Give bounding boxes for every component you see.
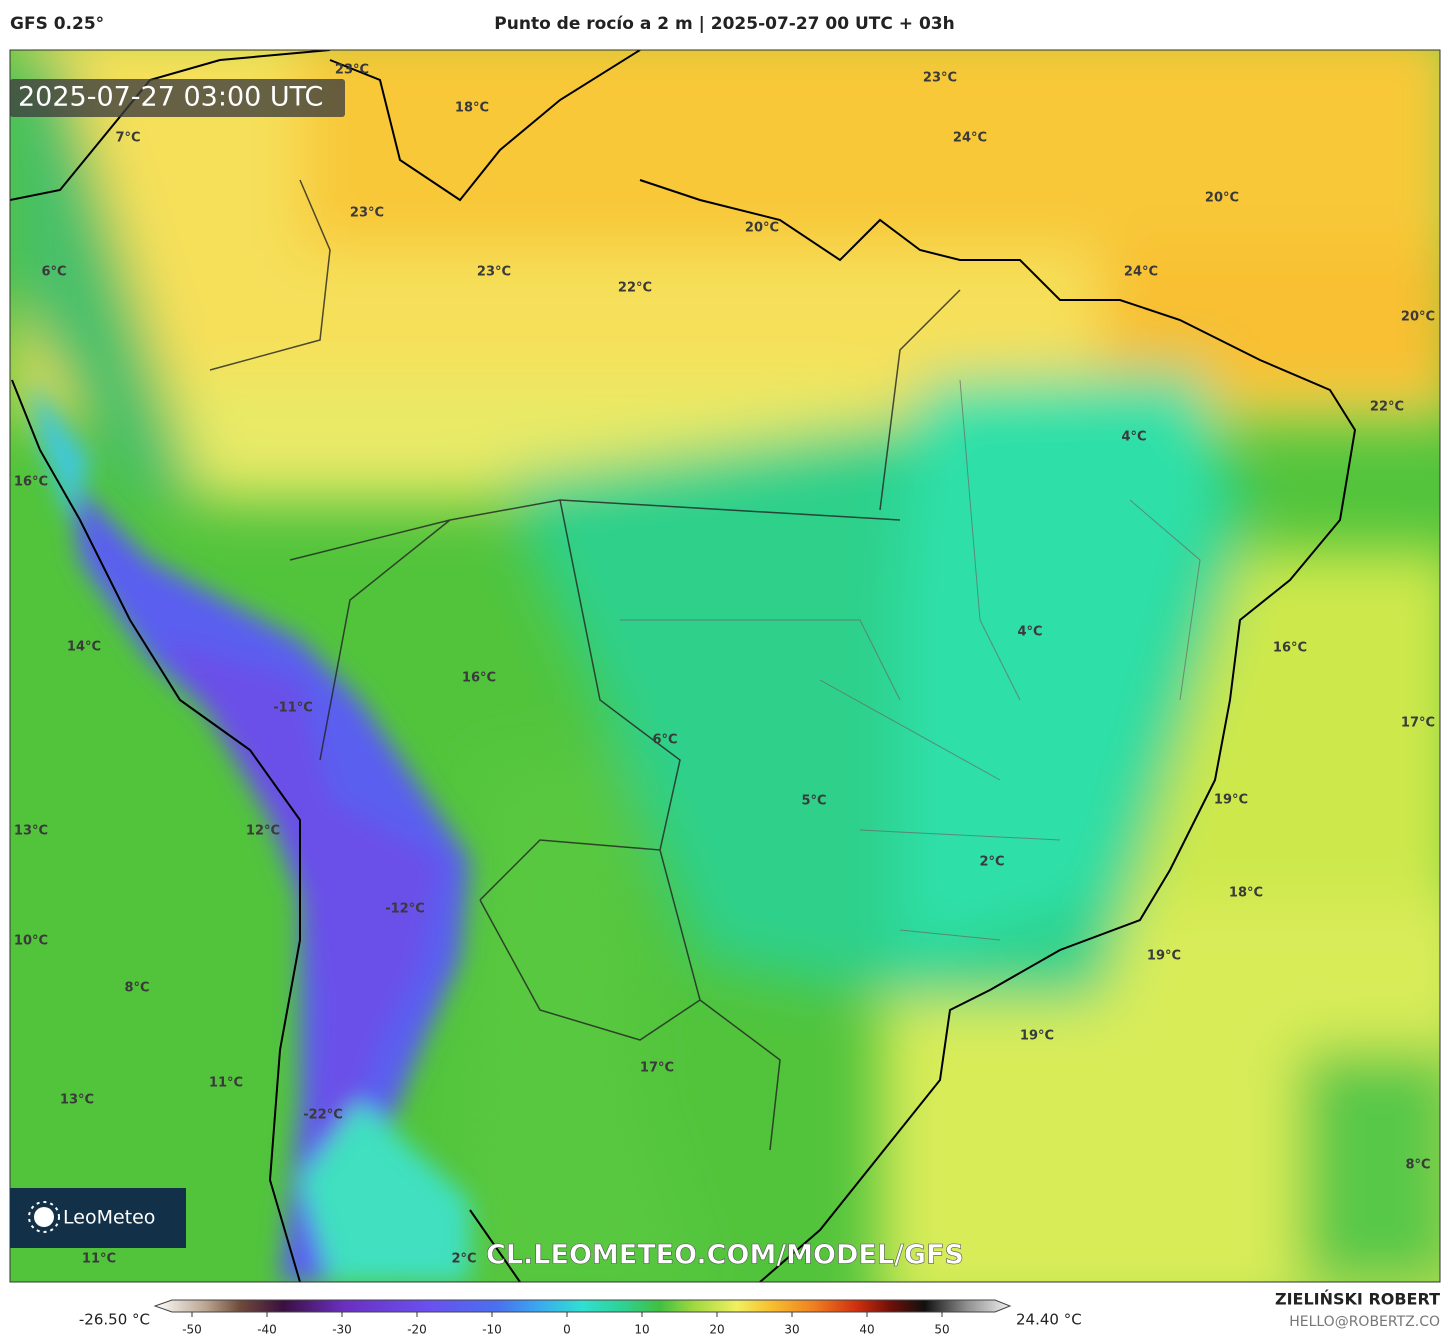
contour-label: 17°C (1401, 716, 1435, 731)
colorbar-tick-label: 20 (709, 1323, 724, 1337)
colorbar-max: 24.40 °C (1016, 1311, 1082, 1329)
contour-label: 24°C (953, 131, 987, 146)
contour-label: 4°C (1017, 625, 1042, 640)
contour-label: 23°C (923, 71, 957, 86)
colorbar-tick-label: -40 (257, 1323, 277, 1337)
contour-label: 8°C (1405, 1158, 1430, 1173)
colorbar-tick-label: 50 (934, 1323, 949, 1337)
contour-label: 6°C (41, 265, 66, 280)
contour-label: 23°C (477, 265, 511, 280)
contour-label: 16°C (462, 671, 496, 686)
contour-label: 2°C (451, 1252, 476, 1267)
contour-label: 18°C (455, 101, 489, 116)
contour-label: 22°C (1370, 400, 1404, 415)
watermark: CL.LEOMETEO.COM/MODEL/GFS (486, 1240, 964, 1271)
colorbar-tick-label: 0 (563, 1323, 571, 1337)
colorbar-min: -26.50 °C (79, 1311, 150, 1329)
colorbar-tick-label: 30 (784, 1323, 799, 1337)
contour-label: 6°C (652, 733, 677, 748)
contour-label: 23°C (335, 63, 369, 78)
contour-label: 20°C (1401, 310, 1435, 325)
contour-label: 20°C (745, 221, 779, 236)
email: HELLO@ROBERTZ.CO (1289, 1314, 1440, 1330)
contour-label: 22°C (618, 281, 652, 296)
contour-label: 8°C (124, 981, 149, 996)
contour-label: 13°C (60, 1093, 94, 1108)
colorbar-tick-label: -30 (332, 1323, 352, 1337)
map-title: Punto de rocío a 2 m | 2025-07-27 00 UTC… (494, 14, 955, 34)
contour-label: -22°C (303, 1108, 343, 1123)
colorbar-tick-label: 40 (859, 1323, 874, 1337)
colorbar-tick-label: -20 (407, 1323, 427, 1337)
logo: LeoMeteo (63, 1207, 155, 1229)
contour-label: 2°C (979, 855, 1004, 870)
contour-label: 19°C (1020, 1029, 1054, 1044)
contour-label: 11°C (209, 1076, 243, 1091)
colorbar-tick-label: -50 (182, 1323, 202, 1337)
contour-label: 20°C (1205, 191, 1239, 206)
contour-label: 12°C (246, 824, 280, 839)
contour-label: 7°C (115, 131, 140, 146)
colorbar-tick-label: -10 (482, 1323, 502, 1337)
author: ZIELIŃSKI ROBERT (1275, 1290, 1440, 1309)
contour-label: 18°C (1229, 886, 1263, 901)
contour-label: 13°C (14, 824, 48, 839)
contour-label: 16°C (14, 475, 48, 490)
contour-label: 14°C (67, 640, 101, 655)
model-name: GFS 0.25° (10, 14, 105, 34)
contour-label: 16°C (1273, 641, 1307, 656)
contour-label: 19°C (1147, 949, 1181, 964)
contour-label: 19°C (1214, 793, 1248, 808)
timestamp: 2025-07-27 03:00 UTC (18, 82, 323, 113)
contour-label: 10°C (14, 934, 48, 949)
map-field (10, 50, 1440, 1282)
contour-label: 24°C (1124, 265, 1158, 280)
contour-label: 17°C (640, 1061, 674, 1076)
contour-label: 5°C (801, 794, 826, 809)
contour-label: 4°C (1121, 430, 1146, 445)
contour-label: -12°C (385, 902, 425, 917)
colorbar-tick-label: 10 (634, 1323, 649, 1337)
contour-label: 11°C (82, 1252, 116, 1267)
contour-label: 23°C (350, 206, 384, 221)
contour-label: -11°C (273, 701, 313, 716)
